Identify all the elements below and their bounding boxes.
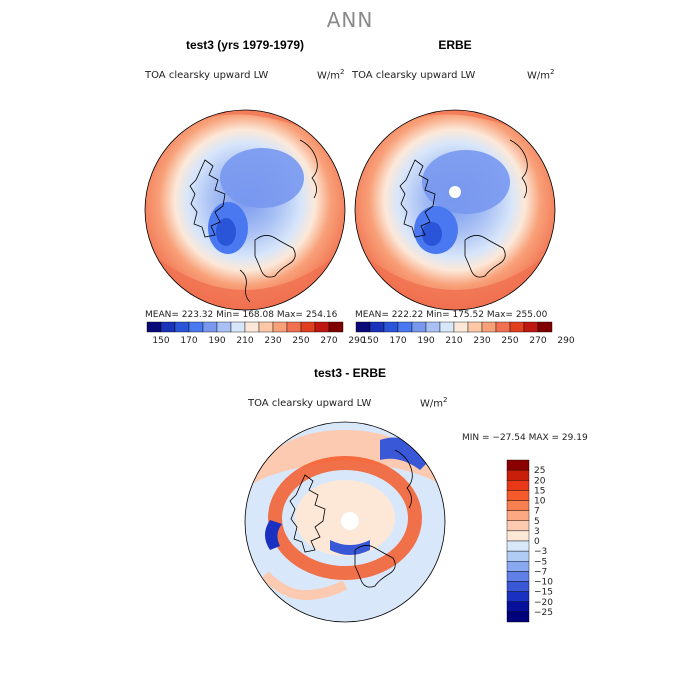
colorbar-diff-tick-label: 15: [534, 486, 545, 496]
colorbar-diff-swatch: [506, 530, 530, 542]
colorbar-panel2-swatch: [383, 321, 399, 333]
colorbar-diff-tick-label: 3: [534, 527, 540, 537]
colorbar-panel1-swatch: [216, 321, 232, 333]
colorbar-panel2-swatch: [397, 321, 413, 333]
diff-title: test3 - ERBE: [313, 366, 387, 380]
colorbar-diff-tick-label: 25: [534, 466, 545, 476]
colorbar-panel1-swatch: [230, 321, 246, 333]
colorbar-diff-tick-label: 10: [534, 497, 546, 507]
colorbar-panel2-swatch: [369, 321, 385, 333]
colorbar-panel2-swatch: [411, 321, 427, 333]
panel2-field-label: TOA clearsky upward LW: [352, 70, 476, 81]
colorbar-panel1-swatch: [300, 321, 316, 333]
colorbar-panel1-swatch: [258, 321, 274, 333]
colorbar-diff-tick-label: −10: [534, 578, 553, 588]
colorbar-diff-swatch: [506, 571, 530, 582]
map-panel2: [354, 109, 556, 311]
colorbar-diff-swatch: [506, 550, 530, 562]
colorbar-panel2-tick-label: 250: [501, 336, 518, 346]
colorbar-panel2-swatch: [537, 321, 553, 333]
colorbar-diff-tick-label: 5: [534, 517, 540, 527]
colorbar-panel1-swatch: [272, 321, 288, 333]
colorbar-diff-swatch: [506, 469, 530, 481]
colorbar-diff-swatch: [506, 591, 530, 602]
colorbar-panel1-tick-label: 230: [264, 336, 281, 346]
colorbar-diff-swatch: [506, 500, 530, 511]
colorbar-panel1-swatch: [202, 321, 218, 333]
colorbar-panel2-swatch: [509, 321, 525, 333]
colorbar-diff-tick-label: −25: [534, 608, 553, 618]
colorbar-diff-swatch: [506, 601, 530, 613]
colorbar-diff-swatch: [506, 581, 530, 592]
colorbar-panel2-swatch: [355, 321, 371, 333]
colorbar-panel1-swatch: [174, 321, 190, 333]
colorbar-diff-swatch: [506, 459, 530, 471]
colorbar-panel1-swatch: [244, 321, 260, 333]
colorbar-panel2-swatch: [481, 321, 497, 333]
colorbar-panel2-tick-label: 150: [361, 336, 378, 346]
colorbar-panel2-swatch: [523, 321, 539, 333]
colorbar-panel2-swatch: [467, 321, 483, 333]
colorbar-diff-swatch: [506, 510, 530, 521]
colorbar-diff-tick-label: 20: [534, 476, 546, 486]
colorbar-panel1-tick-label: 190: [208, 336, 225, 346]
map-panel1: [144, 109, 346, 311]
panel1-stats: MEAN= 223.32 Min= 168.08 Max= 254.16: [145, 310, 338, 320]
panel2-title: ERBE: [438, 38, 472, 52]
colorbar-panel1-swatch: [328, 321, 344, 333]
colorbar-panel1-swatch: [160, 321, 176, 333]
colorbar-panel2-swatch: [425, 321, 441, 333]
colorbar-panel1-swatch: [188, 321, 204, 333]
colorbar-diff-tick-label: −5: [534, 557, 547, 567]
colorbar-diff-swatch: [506, 490, 530, 501]
colorbar-panel1-tick-label: 290: [348, 336, 365, 346]
colorbar-diff-swatch: [506, 540, 530, 552]
panel1-units: W/m2: [317, 68, 345, 82]
colorbar-panel1-swatch: [314, 321, 330, 333]
colorbar-diff-tick-label: 7: [534, 507, 540, 517]
colorbar-diff-tick-label: 0: [534, 537, 540, 547]
colorbar-diff-swatch: [506, 480, 530, 491]
colorbar-diff-swatch: [506, 561, 530, 572]
colorbar-panel2-swatch: [495, 321, 511, 333]
diff-stats: MIN = −27.54 MAX = 29.19: [462, 433, 588, 443]
colorbar-panel1-tick-label: 210: [236, 336, 253, 346]
colorbar-panel2-tick-label: 270: [529, 336, 546, 346]
panel1-field-label: TOA clearsky upward LW: [145, 70, 269, 81]
panel1-title: test3 (yrs 1979-1979): [185, 38, 305, 52]
colorbar-panel2-tick-label: 190: [417, 336, 434, 346]
colorbar-diff-swatch: [506, 611, 530, 623]
colorbar-panel2-tick-label: 170: [389, 336, 406, 346]
colorbar-panel1-tick-label: 250: [292, 336, 309, 346]
panel2-units: W/m2: [527, 68, 555, 82]
colorbar-panel2-tick-label: 230: [473, 336, 490, 346]
colorbar-panel2-tick-label: 290: [557, 336, 574, 346]
colorbar-diff-tick-label: −20: [534, 598, 553, 608]
colorbar-diff-swatch: [506, 520, 530, 532]
colorbar-panel1-tick-label: 270: [320, 336, 337, 346]
colorbar-diff-tick-label: −3: [534, 547, 547, 557]
colorbar-diff-tick-label: −7: [534, 567, 547, 577]
figure-title: ANN: [326, 8, 374, 32]
colorbar-panel1-tick-label: 150: [152, 336, 169, 346]
colorbar-panel1-tick-label: 170: [180, 336, 197, 346]
colorbar-panel2-swatch: [453, 321, 469, 333]
diff-units: W/m2: [420, 396, 448, 410]
map-diff: [244, 421, 446, 623]
colorbar-diff-tick-label: −15: [534, 588, 553, 598]
colorbar-panel1: 150 170 190 210 230 250 270 290: [146, 321, 366, 346]
colorbar-panel2-tick-label: 210: [445, 336, 462, 346]
colorbar-panel1-swatch: [146, 321, 162, 333]
diff-field-label: TOA clearsky upward LW: [248, 398, 372, 409]
colorbar-panel2-swatch: [439, 321, 455, 333]
colorbar-panel1-swatch: [286, 321, 302, 333]
colorbar-panel2: 150 170 190 210 230 250 270 290: [355, 321, 575, 346]
panel2-stats: MEAN= 222.22 Min= 175.52 Max= 255.00: [355, 310, 548, 320]
